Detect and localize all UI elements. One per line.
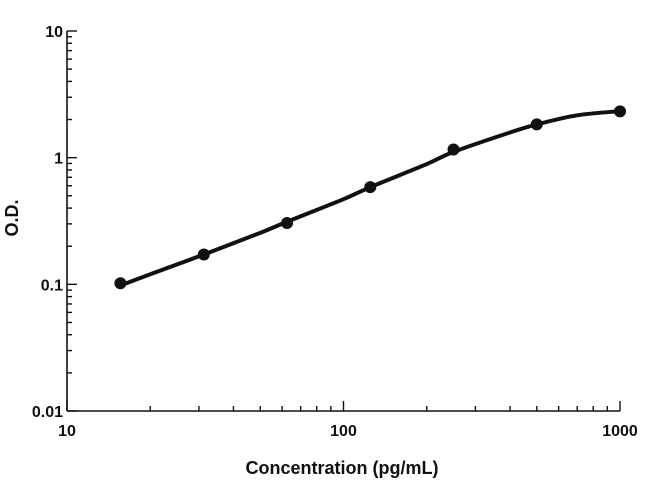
x-tick-label: 100 — [330, 423, 357, 440]
x-tick-label: 1000 — [602, 423, 638, 440]
points-layer — [114, 105, 626, 290]
data-point — [114, 277, 127, 290]
data-point — [281, 216, 294, 229]
data-point — [614, 105, 626, 118]
y-tick-label: 1 — [54, 151, 63, 168]
y-tick-label: 0.1 — [41, 277, 63, 294]
data-point — [364, 181, 377, 194]
data-point — [530, 118, 543, 131]
fitted-curve-line — [118, 109, 622, 288]
data-point — [447, 143, 460, 156]
y-axis-title: O.D. — [2, 199, 22, 236]
x-tick-label: 10 — [58, 423, 76, 440]
ticks-layer: 10 100 1000 0.01 0.1 1 10 — [32, 24, 638, 440]
y-tick-label: 0.01 — [32, 404, 63, 421]
data-point — [197, 248, 210, 261]
y-tick-label: 10 — [45, 24, 63, 41]
axes-layer — [66, 31, 620, 412]
x-axis-title: Concentration (pg/mL) — [246, 458, 439, 478]
curve-layer — [118, 109, 622, 288]
